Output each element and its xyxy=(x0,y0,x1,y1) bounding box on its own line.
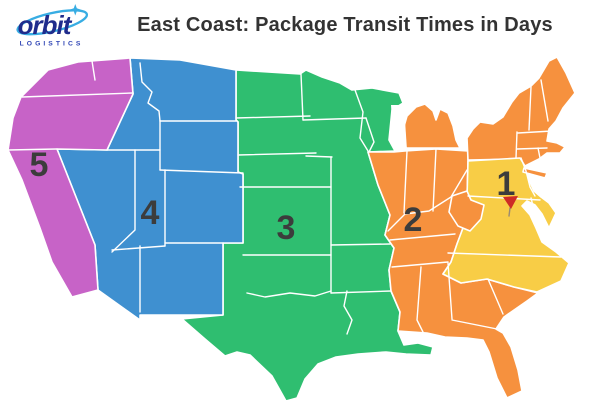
zone-5-region[interactable] xyxy=(7,57,134,298)
zone-4-label: 4 xyxy=(141,194,160,232)
orbit-logistics-logo[interactable]: orbit LOGISTICS xyxy=(10,3,106,53)
zone-2-michigan-region[interactable] xyxy=(402,103,461,149)
page-title: East Coast: Package Transit Times in Day… xyxy=(137,14,553,36)
lake-michigan xyxy=(391,105,407,151)
logo-tagline-text: LOGISTICS xyxy=(20,40,84,47)
zone-2-northeast-region[interactable] xyxy=(466,56,576,168)
zone-number-labels: 1 2 3 4 5 xyxy=(30,146,516,247)
zone-5-label: 5 xyxy=(30,146,49,184)
zone-3-region[interactable] xyxy=(181,69,434,402)
destination-pin-icon xyxy=(503,196,518,217)
logo-sparkle-icon xyxy=(69,4,82,16)
logo-brand-text: orbit xyxy=(18,12,73,40)
zone-3-label: 3 xyxy=(277,209,296,247)
destination-pin-flag xyxy=(503,196,518,209)
zone-2-longisland-region[interactable] xyxy=(522,167,548,179)
zone-1-label: 1 xyxy=(497,165,516,203)
state-borders xyxy=(7,60,562,335)
zone-1-region[interactable] xyxy=(442,157,570,293)
logo-orbit-swoosh-icon xyxy=(16,9,89,36)
zone-2-westvirginia-region[interactable] xyxy=(448,190,485,232)
zone-2-label: 2 xyxy=(404,201,423,239)
